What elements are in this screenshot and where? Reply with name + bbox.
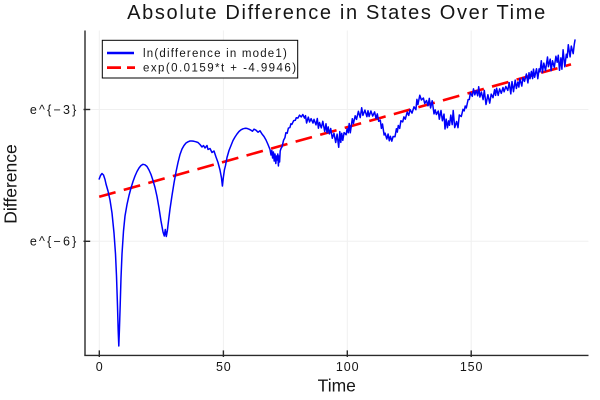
svg-text:Absolute Difference in States: Absolute Difference in States Over Time (127, 2, 547, 24)
svg-text:100: 100 (336, 360, 360, 374)
svg-text:50: 50 (216, 360, 232, 374)
svg-text:150: 150 (460, 360, 484, 374)
svg-text:e^{−6}: e^{−6} (30, 235, 79, 249)
svg-text:e^{−3}: e^{−3} (30, 103, 79, 117)
svg-text:ln(difference in mode1): ln(difference in mode1) (143, 48, 288, 60)
svg-text:Difference: Difference (1, 144, 21, 223)
svg-text:0: 0 (96, 360, 104, 374)
svg-text:exp(0.0159*t + -4.9946): exp(0.0159*t + -4.9946) (143, 63, 298, 75)
svg-text:Time: Time (318, 376, 356, 396)
